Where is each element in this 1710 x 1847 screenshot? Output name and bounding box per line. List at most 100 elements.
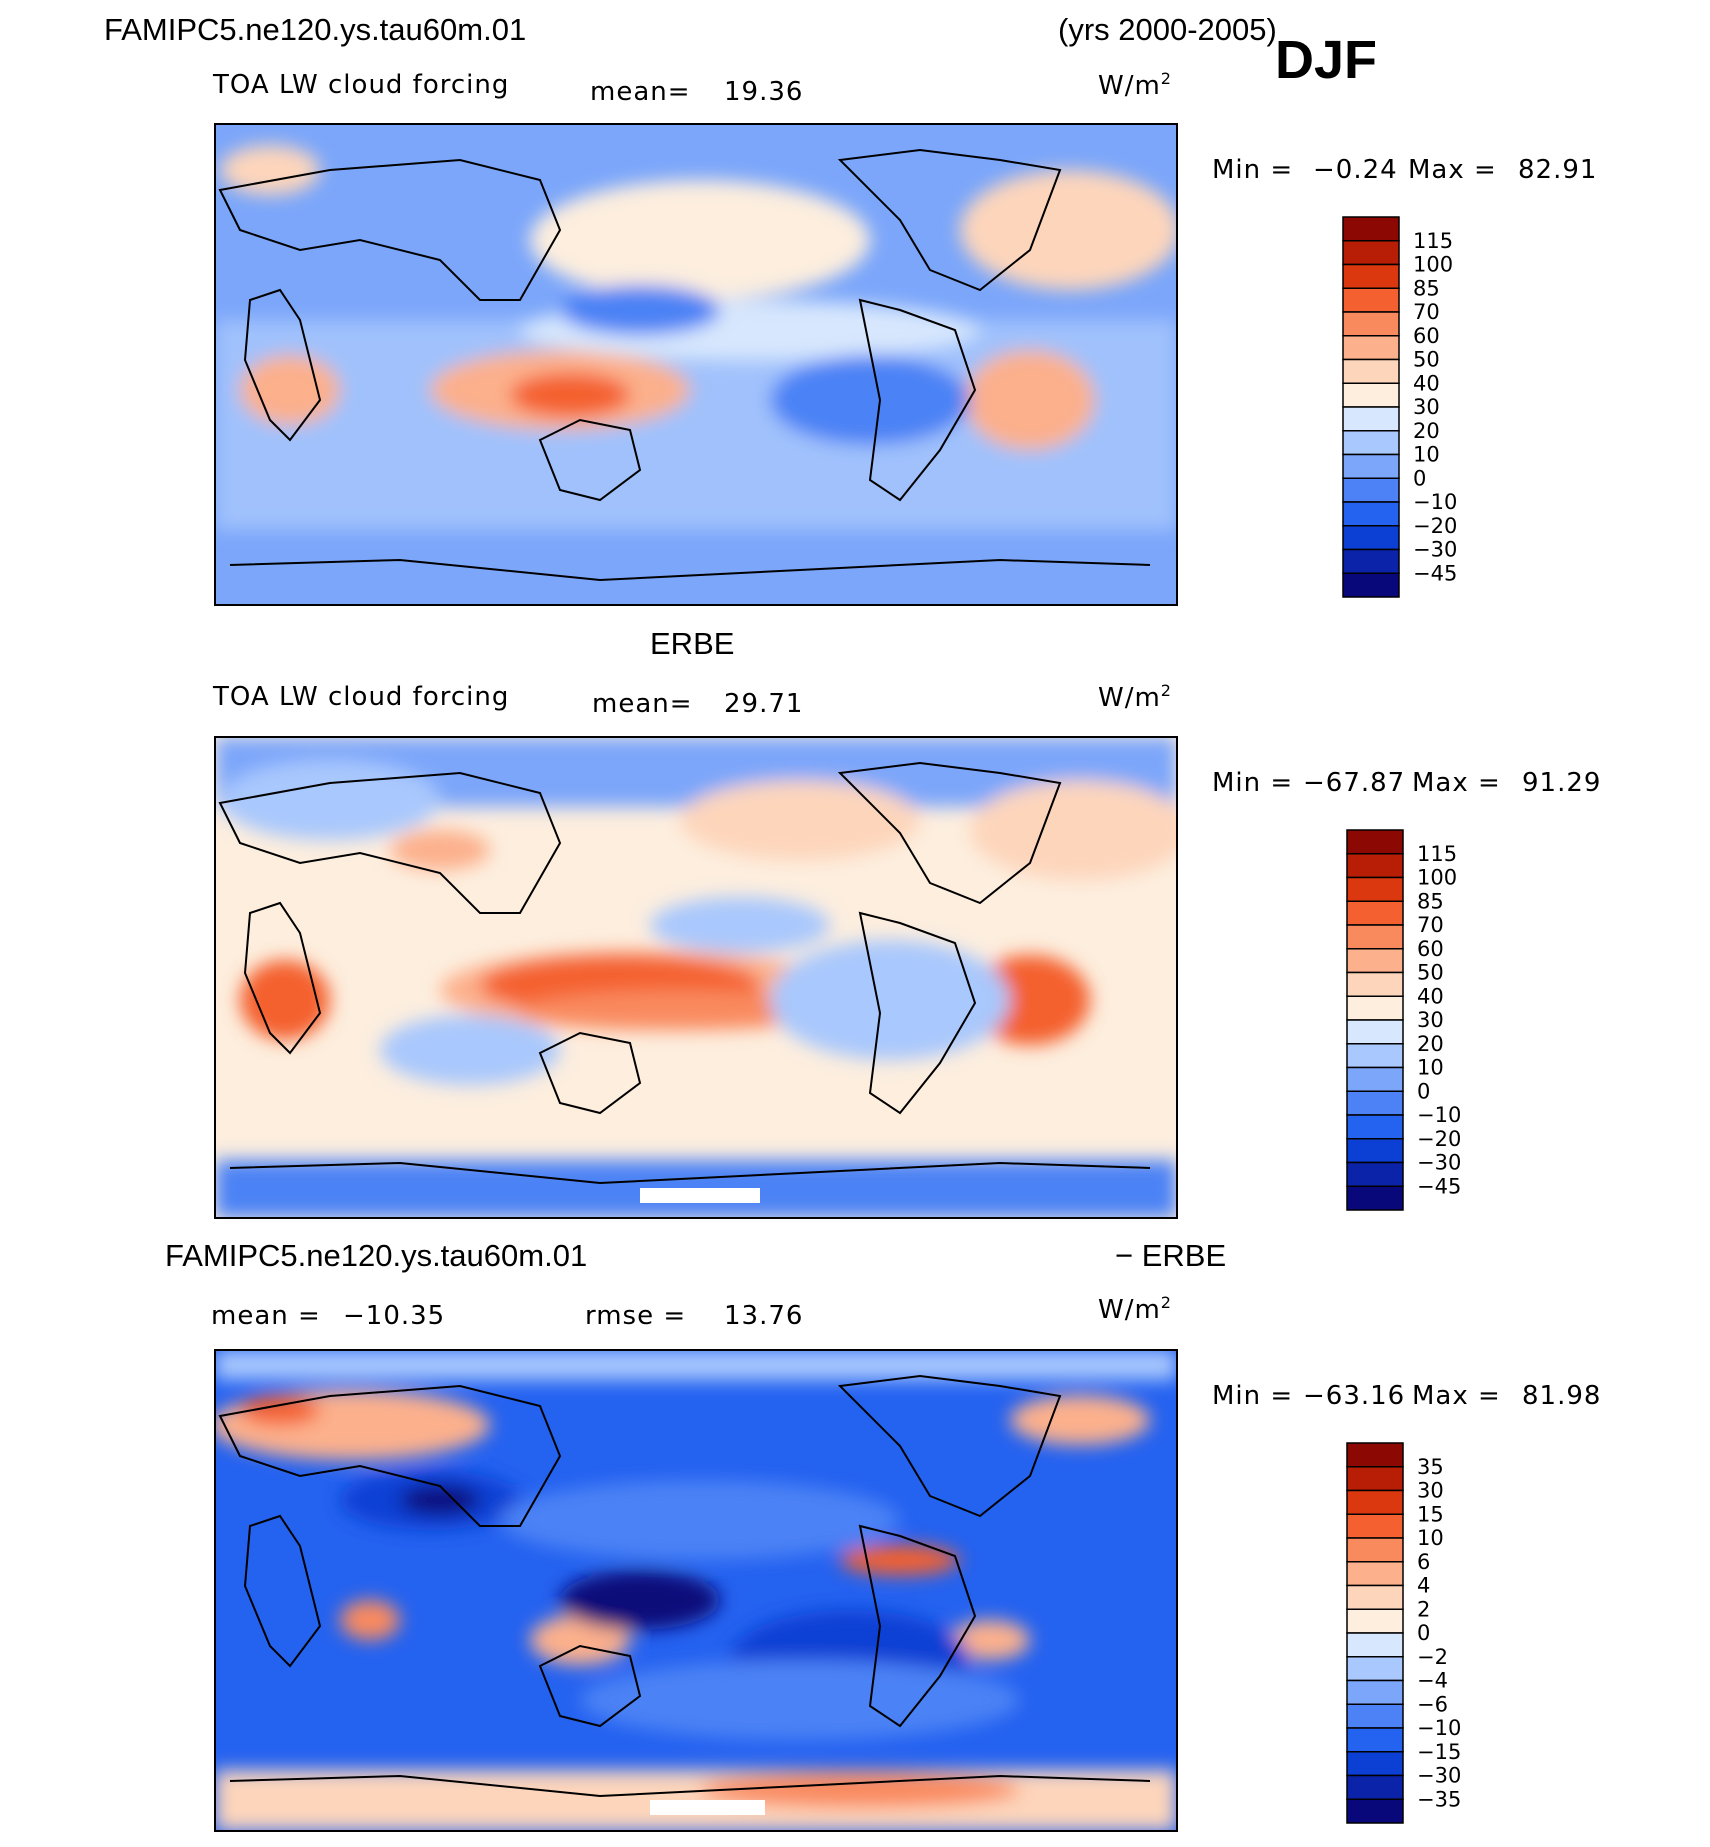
panel-model-variable: TOA LW cloud forcing (212, 70, 509, 100)
season-label: DJF (1275, 30, 1377, 90)
colorbar-tick-label: 115 (1417, 842, 1457, 866)
panel-model: TOA LW cloud forcing mean= 19.36 W/m2 (212, 69, 1597, 606)
panel-diff-mean-label: mean = (211, 1301, 321, 1331)
colorbar-tick-label: 2 (1417, 1597, 1430, 1621)
colorbar-swatch (1346, 1043, 1404, 1069)
colorbar-swatch (1346, 1561, 1404, 1587)
colorbar-swatch (1342, 430, 1400, 456)
panel-obs-min-label: Min = (1212, 768, 1293, 798)
panel-obs: ERBE TOA LW cloud forcing mean= 29.71 W/… (212, 626, 1601, 1219)
panel-diff-max-label: Max = (1412, 1381, 1501, 1411)
colorbar-swatch (1346, 1442, 1404, 1468)
colorbar-swatch (1346, 1656, 1404, 1682)
colorbar-tick-label: 40 (1417, 984, 1444, 1008)
colorbar-tick-label: −30 (1417, 1151, 1461, 1175)
colorbar-tick-label: 0 (1413, 466, 1426, 490)
panel-diff-coastlines (218, 1374, 1151, 1798)
case-title: FAMIPC5.ne120.ys.tau60m.01 (104, 12, 526, 47)
panel-diff-mean-value: −10.35 (343, 1301, 445, 1331)
colorbar-swatch (1346, 1751, 1404, 1777)
colorbar-swatch (1346, 1513, 1404, 1539)
colorbar-tick-label: 30 (1413, 395, 1440, 419)
colorbar-tick-label: −10 (1417, 1716, 1461, 1740)
panel-diff: FAMIPC5.ne120.ys.tau60m.01 − ERBE mean =… (165, 1238, 1601, 1832)
colorbar-tick-label: 35 (1417, 1455, 1444, 1479)
panel-obs-max-value: 91.29 (1522, 768, 1601, 798)
colorbar-swatch (1346, 1019, 1404, 1045)
colorbar-tick-label: 20 (1417, 1032, 1444, 1056)
colorbar-tick-label: −20 (1417, 1127, 1461, 1151)
colorbar-swatch (1342, 240, 1400, 266)
colorbar-tick-label: 85 (1417, 889, 1444, 913)
colorbar-tick-label: −45 (1417, 1174, 1461, 1198)
colorbar-swatch (1342, 382, 1400, 408)
panel-diff-min-value: −63.16 (1303, 1381, 1405, 1411)
colorbar-swatch (1342, 216, 1400, 242)
colorbar-tick-label: 10 (1413, 443, 1440, 467)
colorbar-tick-label: 20 (1413, 419, 1440, 443)
colorbar-swatch (1342, 572, 1400, 598)
panel-model-max-value: 82.91 (1518, 155, 1597, 185)
colorbar-swatch (1342, 453, 1400, 479)
colorbar-swatch (1346, 900, 1404, 926)
panel-diff-units: W/m2 (1098, 1293, 1172, 1325)
panel-obs-variable: TOA LW cloud forcing (212, 682, 509, 712)
panel-model-units: W/m2 (1098, 69, 1172, 101)
colorbar-tick-label: 10 (1417, 1056, 1444, 1080)
colorbar-swatch (1346, 829, 1404, 855)
panel-obs-field (215, 737, 1177, 1218)
colorbar-swatch (1342, 525, 1400, 551)
colorbar-tick-label: −10 (1413, 490, 1457, 514)
colorbar-tick-label: 6 (1417, 1550, 1430, 1574)
years-label: (yrs 2000-2005) (1058, 12, 1277, 47)
panel-diff-rmse-value: 13.76 (724, 1301, 803, 1331)
panel-diff-min-label: Min = (1212, 1381, 1293, 1411)
colorbar-swatch (1346, 1185, 1404, 1211)
colorbar-swatch (1346, 971, 1404, 997)
colorbar-tick-label: −4 (1417, 1669, 1448, 1693)
colorbar-swatch (1342, 311, 1400, 337)
colorbar-swatch (1346, 1066, 1404, 1092)
colorbar-tick-label: 85 (1413, 276, 1440, 300)
colorbar-tick-label: −10 (1417, 1103, 1461, 1127)
colorbar-tick-label: 100 (1417, 866, 1457, 890)
colorbar-swatch (1346, 1608, 1404, 1634)
colorbar-swatch (1342, 477, 1400, 503)
colorbar-swatch (1342, 358, 1400, 384)
colorbar-tick-label: 115 (1413, 229, 1453, 253)
colorbar-swatch (1342, 263, 1400, 289)
panel-diff-title-right: − ERBE (1115, 1238, 1226, 1273)
panel-model-mean-label: mean= (590, 77, 691, 107)
colorbar-tick-label: 10 (1417, 1526, 1444, 1550)
colorbar-swatch (1346, 1798, 1404, 1824)
colorbar-swatch (1346, 1632, 1404, 1658)
colorbar-tick-label: 40 (1413, 371, 1440, 395)
colorbar-tick-label: 30 (1417, 1479, 1444, 1503)
panel-obs-units: W/m2 (1098, 681, 1172, 713)
colorbar-tick-label: −6 (1417, 1692, 1448, 1716)
panel-obs-title: ERBE (650, 626, 734, 661)
colorbar-swatch (1346, 948, 1404, 974)
panel-obs-coastlines (218, 761, 1151, 1185)
colorbar-swatch (1346, 1138, 1404, 1164)
panel-diff-max-value: 81.98 (1522, 1381, 1601, 1411)
panel-model-max-label: Max = (1408, 155, 1497, 185)
colorbar-tick-label: 0 (1417, 1621, 1430, 1645)
panel-obs-min-value: −67.87 (1303, 768, 1405, 798)
colorbar-tick-label: 60 (1413, 324, 1440, 348)
colorbar-swatch (1346, 1537, 1404, 1563)
panel-obs-mean-label: mean= (592, 689, 693, 719)
colorbar-tick-label: −2 (1417, 1645, 1448, 1669)
colorbar-swatch (1342, 548, 1400, 574)
colorbar-tick-label: 15 (1417, 1502, 1444, 1526)
panel-diff-field (215, 1350, 1177, 1831)
colorbar-tick-label: 0 (1417, 1079, 1430, 1103)
colorbar-swatch (1342, 501, 1400, 527)
colorbar-swatch (1346, 1679, 1404, 1705)
colorbar-swatch (1346, 1727, 1404, 1753)
colorbar-tick-label: 70 (1417, 913, 1444, 937)
colorbar-tick-label: 60 (1417, 937, 1444, 961)
colorbar-swatch (1346, 876, 1404, 902)
colorbar-swatch (1346, 853, 1404, 879)
